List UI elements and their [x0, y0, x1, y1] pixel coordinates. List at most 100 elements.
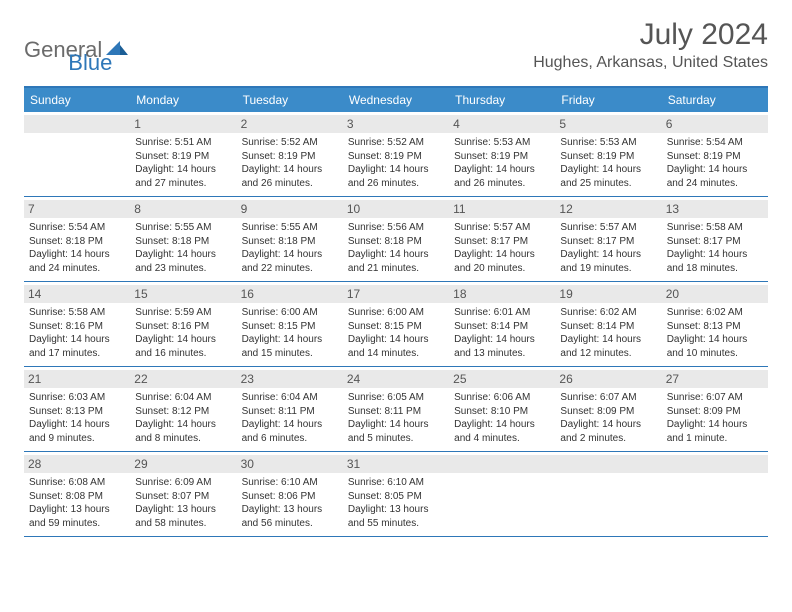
cell-details: Sunrise: 5:53 AMSunset: 8:19 PMDaylight:… [454, 136, 550, 190]
calendar-cell: 30 Sunrise: 6:10 AMSunset: 8:06 PMDayligh… [237, 452, 343, 536]
calendar-cell: 11 Sunrise: 5:57 AMSunset: 8:17 PMDayligh… [449, 197, 555, 281]
cell-details: Sunrise: 5:58 AMSunset: 8:16 PMDaylight:… [29, 306, 125, 360]
day-header: Friday [555, 88, 661, 112]
calendar-cell: 17Sunrise: 6:00 AMSunset: 8:15 PMDayligh… [343, 282, 449, 366]
calendar-cell: 8 Sunrise: 5:55 AMSunset: 8:18 PMDaylight… [130, 197, 236, 281]
day-number: 12 [555, 200, 661, 218]
calendar-cell: 31 Sunrise: 6:10 AMSunset: 8:05 PMDayligh… [343, 452, 449, 536]
cell-details: Sunrise: 6:10 AMSunset: 8:05 PMDaylight:… [348, 476, 444, 530]
calendar-cell [449, 452, 555, 536]
cell-details: Sunrise: 6:03 AMSunset: 8:13 PMDaylight:… [29, 391, 125, 445]
day-number [662, 455, 768, 473]
calendar-cell: 26 Sunrise: 6:07 AMSunset: 8:09 PMDayligh… [555, 367, 661, 451]
calendar-cell: 5Sunrise: 5:53 AMSunset: 8:19 PMDaylight… [555, 112, 661, 196]
weeks-container: 1Sunrise: 5:51 AMSunset: 8:19 PMDaylight… [24, 112, 768, 537]
day-number [449, 455, 555, 473]
cell-details: Sunrise: 6:00 AMSunset: 8:15 PMDaylight:… [348, 306, 444, 360]
cell-details: Sunrise: 6:08 AMSunset: 8:08 PMDaylight:… [29, 476, 125, 530]
calendar-cell: 1Sunrise: 5:51 AMSunset: 8:19 PMDaylight… [130, 112, 236, 196]
cell-details: Sunrise: 6:02 AMSunset: 8:13 PMDaylight:… [667, 306, 763, 360]
day-number: 28 [24, 455, 130, 473]
cell-details: Sunrise: 6:09 AMSunset: 8:07 PMDaylight:… [135, 476, 231, 530]
calendar-cell [555, 452, 661, 536]
cell-details: Sunrise: 6:10 AMSunset: 8:06 PMDaylight:… [242, 476, 338, 530]
day-number: 9 [237, 200, 343, 218]
cell-details: Sunrise: 5:57 AMSunset: 8:17 PMDaylight:… [454, 221, 550, 275]
calendar-cell: 24Sunrise: 6:05 AMSunset: 8:11 PMDayligh… [343, 367, 449, 451]
day-number: 29 [130, 455, 236, 473]
day-number: 26 [555, 370, 661, 388]
calendar-cell: 4Sunrise: 5:53 AMSunset: 8:19 PMDaylight… [449, 112, 555, 196]
day-number: 6 [662, 115, 768, 133]
calendar-cell: 22 Sunrise: 6:04 AMSunset: 8:12 PMDayligh… [130, 367, 236, 451]
cell-details: Sunrise: 6:01 AMSunset: 8:14 PMDaylight:… [454, 306, 550, 360]
logo-text-blue: Blue [68, 50, 112, 76]
cell-details: Sunrise: 6:04 AMSunset: 8:12 PMDaylight:… [135, 391, 231, 445]
cell-details: Sunrise: 6:02 AMSunset: 8:14 PMDaylight:… [560, 306, 656, 360]
day-header-row: SundayMondayTuesdayWednesdayThursdayFrid… [24, 88, 768, 112]
cell-details: Sunrise: 5:58 AMSunset: 8:17 PMDaylight:… [667, 221, 763, 275]
day-number: 3 [343, 115, 449, 133]
day-number: 15 [130, 285, 236, 303]
cell-details: Sunrise: 5:52 AMSunset: 8:19 PMDaylight:… [242, 136, 338, 190]
day-number: 8 [130, 200, 236, 218]
calendar-cell: 14 Sunrise: 5:58 AMSunset: 8:16 PMDayligh… [24, 282, 130, 366]
cell-details: Sunrise: 5:54 AMSunset: 8:19 PMDaylight:… [667, 136, 763, 190]
week-row: 14 Sunrise: 5:58 AMSunset: 8:16 PMDayligh… [24, 282, 768, 367]
calendar-cell: 3Sunrise: 5:52 AMSunset: 8:19 PMDaylight… [343, 112, 449, 196]
logo: General Blue [24, 24, 112, 76]
calendar-cell: 10Sunrise: 5:56 AMSunset: 8:18 PMDayligh… [343, 197, 449, 281]
day-number: 2 [237, 115, 343, 133]
calendar-cell: 28 Sunrise: 6:08 AMSunset: 8:08 PMDayligh… [24, 452, 130, 536]
day-number: 14 [24, 285, 130, 303]
cell-details: Sunrise: 6:07 AMSunset: 8:09 PMDaylight:… [560, 391, 656, 445]
day-number: 11 [449, 200, 555, 218]
day-number [555, 455, 661, 473]
day-number: 23 [237, 370, 343, 388]
cell-details: Sunrise: 5:59 AMSunset: 8:16 PMDaylight:… [135, 306, 231, 360]
day-number: 24 [343, 370, 449, 388]
day-number: 30 [237, 455, 343, 473]
day-number: 1 [130, 115, 236, 133]
calendar-cell: 2 Sunrise: 5:52 AMSunset: 8:19 PMDaylight… [237, 112, 343, 196]
day-number: 22 [130, 370, 236, 388]
day-number: 7 [24, 200, 130, 218]
header: General Blue July 2024 Hughes, Arkansas,… [24, 18, 768, 76]
cell-details: Sunrise: 5:54 AMSunset: 8:18 PMDaylight:… [29, 221, 125, 275]
day-number: 5 [555, 115, 661, 133]
cell-details: Sunrise: 6:07 AMSunset: 8:09 PMDaylight:… [667, 391, 763, 445]
day-number: 18 [449, 285, 555, 303]
day-header: Sunday [24, 88, 130, 112]
cell-details: Sunrise: 6:04 AMSunset: 8:11 PMDaylight:… [242, 391, 338, 445]
month-title: July 2024 [533, 18, 768, 52]
calendar-cell: 21 Sunrise: 6:03 AMSunset: 8:13 PMDayligh… [24, 367, 130, 451]
day-header: Wednesday [343, 88, 449, 112]
cell-details: Sunrise: 5:55 AMSunset: 8:18 PMDaylight:… [135, 221, 231, 275]
calendar-cell: 25 Sunrise: 6:06 AMSunset: 8:10 PMDayligh… [449, 367, 555, 451]
week-row: 21 Sunrise: 6:03 AMSunset: 8:13 PMDayligh… [24, 367, 768, 452]
calendar-cell: 19Sunrise: 6:02 AMSunset: 8:14 PMDayligh… [555, 282, 661, 366]
calendar-cell [24, 112, 130, 196]
cell-details: Sunrise: 5:57 AMSunset: 8:17 PMDaylight:… [560, 221, 656, 275]
calendar-cell: 15 Sunrise: 5:59 AMSunset: 8:16 PMDayligh… [130, 282, 236, 366]
week-row: 28 Sunrise: 6:08 AMSunset: 8:08 PMDayligh… [24, 452, 768, 537]
title-block: July 2024 Hughes, Arkansas, United State… [533, 18, 768, 72]
day-number: 16 [237, 285, 343, 303]
calendar-cell: 18 Sunrise: 6:01 AMSunset: 8:14 PMDayligh… [449, 282, 555, 366]
cell-details: Sunrise: 6:06 AMSunset: 8:10 PMDaylight:… [454, 391, 550, 445]
calendar-cell: 27 Sunrise: 6:07 AMSunset: 8:09 PMDayligh… [662, 367, 768, 451]
day-number: 27 [662, 370, 768, 388]
calendar-page: General Blue July 2024 Hughes, Arkansas,… [0, 0, 792, 555]
calendar-cell: 29 Sunrise: 6:09 AMSunset: 8:07 PMDayligh… [130, 452, 236, 536]
calendar-cell: 6 Sunrise: 5:54 AMSunset: 8:19 PMDaylight… [662, 112, 768, 196]
day-number: 13 [662, 200, 768, 218]
day-header: Thursday [449, 88, 555, 112]
calendar-cell: 12 Sunrise: 5:57 AMSunset: 8:17 PMDayligh… [555, 197, 661, 281]
day-header: Saturday [662, 88, 768, 112]
cell-details: Sunrise: 5:55 AMSunset: 8:18 PMDaylight:… [242, 221, 338, 275]
cell-details: Sunrise: 6:00 AMSunset: 8:15 PMDaylight:… [242, 306, 338, 360]
day-number: 21 [24, 370, 130, 388]
day-number: 31 [343, 455, 449, 473]
day-number: 25 [449, 370, 555, 388]
day-header: Tuesday [237, 88, 343, 112]
